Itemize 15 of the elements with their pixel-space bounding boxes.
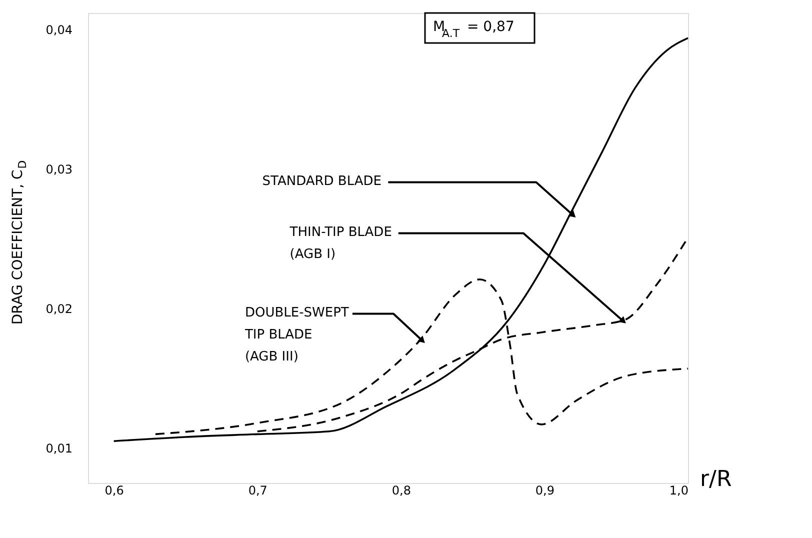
y-tick-label: 0,04 xyxy=(46,23,72,38)
y-axis-title: DRAG COEFFICIENT, CD xyxy=(10,160,29,325)
y-tick-label: 0,01 xyxy=(46,442,72,456)
y-tick-label: 0,02 xyxy=(46,302,72,316)
x-tick-label: 1,0 xyxy=(669,484,688,498)
x-tick-label: 0,8 xyxy=(392,484,411,498)
x-tick-label: 0,9 xyxy=(535,484,555,498)
x-tick-label: 0,6 xyxy=(104,484,124,498)
line-series xyxy=(112,37,689,442)
annotation: STANDARD BLADE xyxy=(262,174,382,190)
annotation: THIN-TIP BLADE (AGB I) xyxy=(288,225,392,262)
annotation: DOUBLE-SWEPT TIP BLADE (AGB III) xyxy=(244,306,349,365)
x-tick-label: 0,7 xyxy=(248,484,268,498)
x-axis-title: r/R xyxy=(700,467,732,492)
y-tick-label: 0,03 xyxy=(46,162,72,177)
